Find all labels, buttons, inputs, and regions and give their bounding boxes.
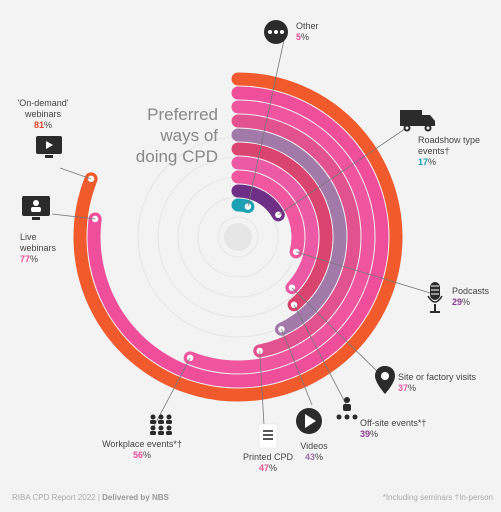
label-other: Other 5% [296, 21, 336, 43]
leader-line [51, 213, 96, 220]
bar-end-dot [186, 354, 194, 362]
leader-line [281, 329, 313, 406]
label-value: 47% [258, 463, 278, 473]
label-value: 39% [360, 429, 379, 439]
bar-5 [231, 128, 347, 336]
chart-title: Preferred ways of doing CPD [135, 105, 218, 166]
delivered-by: Delivered by NBS [102, 493, 169, 502]
label-podcasts: Podcasts 29% [452, 286, 498, 308]
label-printed-cpd: Printed CPD 47% [232, 452, 304, 474]
leader-line [291, 287, 385, 379]
report-name: RIBA CPD Report 2022 [12, 493, 96, 502]
footer-separator: | [97, 493, 100, 502]
leader-line [295, 251, 441, 297]
leader-line [293, 304, 349, 409]
truck-icon [400, 110, 435, 132]
monitor-play-icon [36, 136, 62, 158]
bar-4 [231, 114, 361, 358]
bar-7 [231, 156, 319, 295]
more-icon [264, 20, 288, 44]
document-icon [258, 423, 278, 449]
label-videos: Videos 43% [296, 441, 332, 463]
label-offsite-events: Off-site events*† 39% [360, 418, 440, 440]
group-icon [150, 414, 172, 435]
label-name: Roadshow type events† [418, 135, 481, 156]
label-value: 5% [296, 32, 310, 42]
leader-line [259, 350, 265, 426]
label-value: 56% [132, 450, 152, 460]
label-workplace-events: Workplace events*† 56% [96, 439, 188, 461]
label-name: Other [296, 21, 319, 31]
label-name: Live webinars [20, 232, 57, 253]
leader-line [59, 167, 92, 180]
center-dot [224, 223, 252, 251]
label-live-webinars: Live webinars 77% [20, 232, 60, 265]
monitor-person-icon [22, 196, 50, 220]
leader-line [151, 357, 191, 431]
label-value: 43% [304, 452, 324, 462]
label-name: Site or factory visits [398, 372, 477, 382]
bar-8 [231, 170, 305, 259]
microphone-icon [427, 282, 443, 313]
bar-end-dot [87, 175, 95, 183]
play-button-icon [296, 408, 322, 434]
label-name: Podcasts [452, 286, 490, 296]
label-name: Printed CPD [242, 452, 294, 462]
label-ondemand-webinars: 'On-demand' webinars 81% [14, 98, 72, 131]
footer: RIBA CPD Report 2022 | Delivered by NBS [12, 493, 169, 502]
label-value: 29% [452, 297, 471, 307]
label-roadshow-events: Roadshow type events† 17% [418, 135, 490, 168]
bar-end-dot [278, 326, 285, 333]
bar-6 [231, 142, 333, 312]
bar-end-dot [256, 347, 263, 355]
label-value: 81% [33, 120, 53, 130]
label-value: 37% [398, 383, 417, 393]
map-pin-icon [375, 366, 395, 394]
label-name: Workplace events*† [102, 439, 182, 449]
guide-ring [217, 216, 259, 258]
bar-2 [87, 86, 389, 388]
leader-line [278, 119, 419, 216]
presenter-icon [336, 397, 358, 420]
label-name: 'On-demand' webinars [17, 98, 69, 119]
label-site-visits: Site or factory visits 37% [398, 372, 494, 394]
footnote: *Including seminars †In-person [382, 493, 493, 502]
label-value: 77% [20, 254, 39, 264]
label-name: Off-site events*† [360, 418, 427, 428]
label-value: 17% [418, 157, 437, 167]
leader-line [247, 39, 285, 207]
label-name: Videos [300, 441, 328, 451]
bar-9 [231, 184, 285, 222]
bar-3 [183, 100, 375, 374]
